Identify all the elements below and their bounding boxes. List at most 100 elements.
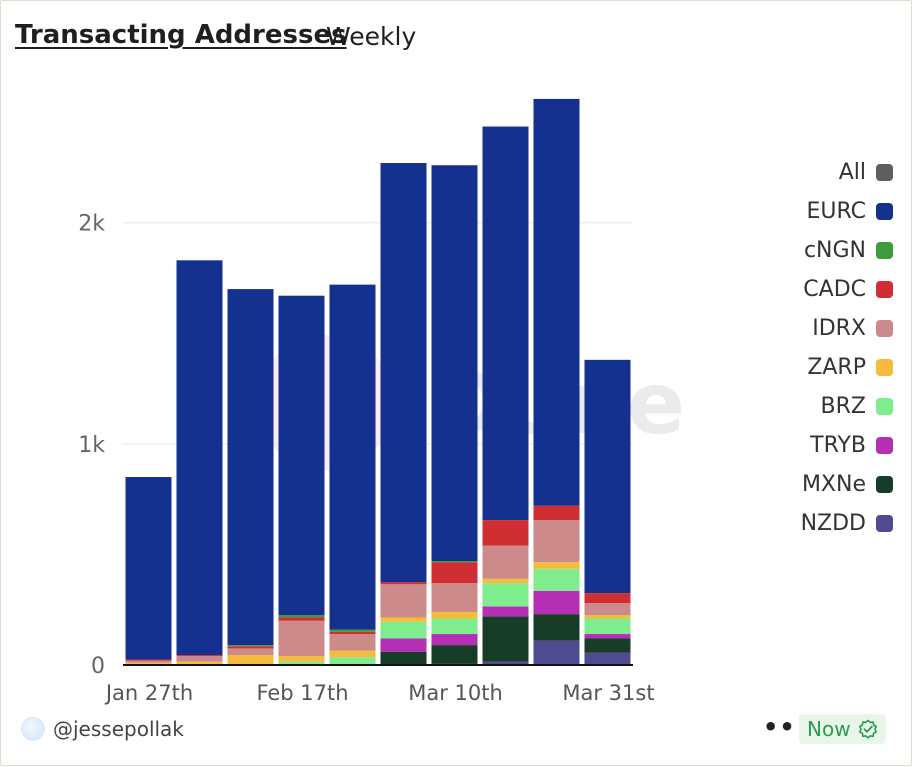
bar-segment-tryb[interactable] [431, 634, 478, 646]
bar-segment-idrx[interactable] [125, 660, 172, 663]
legend-swatch [876, 320, 893, 337]
bar-segment-tryb[interactable] [482, 606, 529, 617]
bar-segment-eurc[interactable] [278, 295, 325, 616]
legend-label: ZARP [807, 355, 866, 380]
legend-label: All [838, 160, 866, 185]
bar-segment-zarp[interactable] [329, 650, 376, 658]
bar-segment-zarp[interactable] [278, 656, 325, 662]
bar-segment-idrx[interactable] [533, 520, 580, 563]
bar-segment-zarp[interactable] [227, 655, 274, 665]
bar-segment-brz[interactable] [482, 583, 529, 607]
avatar [21, 717, 45, 741]
legend-item-brz[interactable]: BRZ [821, 387, 893, 426]
bar-segment-zarp[interactable] [533, 562, 580, 569]
verified-check-icon [858, 719, 878, 739]
legend-item-zarp[interactable]: ZARP [807, 348, 893, 387]
legend-swatch [876, 242, 893, 259]
author-link[interactable]: @jessepollak [21, 717, 184, 741]
status-badge[interactable]: Now [799, 714, 886, 744]
legend-swatch [876, 203, 893, 220]
legend-item-all[interactable]: All [839, 153, 893, 192]
bar-segment-zarp[interactable] [176, 661, 223, 665]
chart-subtitle: Weekly [326, 22, 417, 51]
legend-swatch [876, 281, 893, 298]
legend-item-idrx[interactable]: IDRX [812, 309, 893, 348]
bar-segment-mxne[interactable] [482, 616, 529, 662]
author-name: @jessepollak [53, 717, 184, 741]
bar-segment-cadc[interactable] [431, 562, 478, 584]
legend-item-eurc[interactable]: EURC [806, 192, 893, 231]
bar-segment-eurc[interactable] [584, 359, 631, 594]
bar-segment-eurc[interactable] [533, 98, 580, 506]
x-tick-label: Feb 17th [256, 681, 348, 705]
bar-segment-eurc[interactable] [380, 163, 427, 583]
bar-segment-cadc[interactable] [380, 582, 427, 585]
x-tick-label: Mar 10th [408, 681, 503, 705]
bar-segment-idrx[interactable] [278, 620, 325, 657]
bar-segment-eurc[interactable] [329, 284, 376, 630]
bar-segment-cadc[interactable] [329, 631, 376, 635]
status-label: Now [807, 717, 851, 741]
legend-item-tryb[interactable]: TRYB [810, 426, 893, 465]
bar-segment-idrx[interactable] [380, 584, 427, 618]
bar-segment-eurc[interactable] [176, 260, 223, 656]
bar-segment-tryb[interactable] [533, 590, 580, 615]
bar-segment-zarp[interactable] [380, 617, 427, 622]
legend-item-mxne[interactable]: MXNe [802, 465, 893, 504]
bar-segment-mxne[interactable] [584, 638, 631, 653]
bar-segment-nzdd[interactable] [533, 640, 580, 665]
bar-segment-brz[interactable] [380, 621, 427, 639]
bar-segment-brz[interactable] [278, 661, 325, 665]
bar-segment-cadc[interactable] [533, 505, 580, 521]
bar-segment-idrx[interactable] [482, 545, 529, 579]
bar-segment-zarp[interactable] [431, 611, 478, 619]
bar-segment-idrx[interactable] [431, 583, 478, 612]
legend-label: cNGN [803, 238, 866, 263]
bar-segment-brz[interactable] [533, 568, 580, 591]
bar-segment-cadc[interactable] [482, 520, 529, 546]
legend-item-cngn[interactable]: cNGN [804, 231, 893, 270]
bar-segment-brz[interactable] [431, 618, 478, 635]
bar-segment-nzdd[interactable] [584, 652, 631, 665]
bar-segment-tryb[interactable] [584, 634, 631, 639]
bar-segment-cadc[interactable] [176, 655, 223, 657]
bar-segment-mxne[interactable] [431, 645, 478, 664]
bar-segment-eurc[interactable] [482, 126, 529, 521]
bar-segment-cngn[interactable] [278, 615, 325, 618]
bar-segment-mxne[interactable] [380, 651, 427, 665]
bar-segment-cngn[interactable] [431, 561, 478, 563]
bar-segment-idrx[interactable] [584, 603, 631, 616]
bar-segment-cngn[interactable] [227, 645, 274, 647]
bar-segment-mxne[interactable] [533, 614, 580, 641]
bar-segment-cadc[interactable] [584, 593, 631, 604]
bar-segment-nzdd[interactable] [482, 661, 529, 665]
legend-swatch [876, 398, 893, 415]
bar-segment-cadc[interactable] [278, 617, 325, 621]
bar-segment-zarp[interactable] [482, 578, 529, 584]
bar-segment-idrx[interactable] [329, 634, 376, 651]
bar-segment-cngn[interactable] [329, 629, 376, 632]
bar-segment-idrx[interactable] [176, 656, 223, 662]
bar-segment-idrx[interactable] [227, 648, 274, 656]
legend-swatch [876, 437, 893, 454]
bar-segment-cadc[interactable] [227, 646, 274, 649]
bar-segment-eurc[interactable] [431, 165, 478, 562]
bar-segment-eurc[interactable] [227, 289, 274, 646]
bar-segment-eurc[interactable] [125, 477, 172, 660]
legend-swatch [876, 164, 893, 181]
chart-legend: All EURC cNGN CADC IDRX ZARP BRZ TRYB MXNe NZDD [801, 153, 893, 543]
bar-segment-tryb[interactable] [380, 638, 427, 652]
legend-item-cadc[interactable]: CADC [803, 270, 893, 309]
bar-segment-brz[interactable] [329, 657, 376, 665]
x-tick-label: Jan 27th [104, 681, 193, 705]
bar-segment-brz[interactable] [584, 618, 631, 635]
chart-title[interactable]: Transacting Addresses [15, 20, 347, 50]
bar-segment-zarp[interactable] [584, 615, 631, 619]
legend-item-nzdd[interactable]: NZDD [801, 504, 893, 543]
bar-segment-zarp[interactable] [125, 662, 172, 665]
legend-label: MXNe [801, 472, 866, 497]
bar-segment-cadc[interactable] [125, 659, 172, 661]
legend-label: CADC [803, 277, 866, 302]
legend-label: BRZ [820, 394, 866, 419]
